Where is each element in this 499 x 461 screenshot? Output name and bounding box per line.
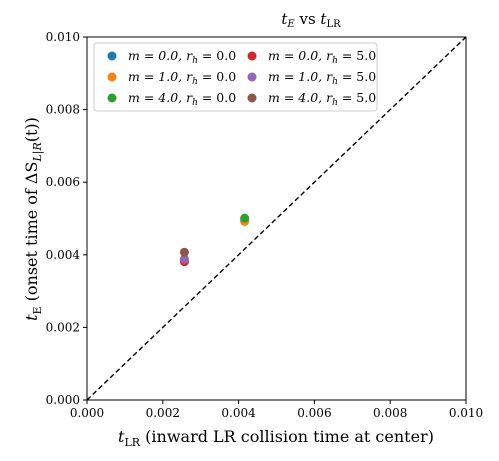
legend-marker-4: [247, 72, 257, 82]
y-tick-label-2: 0.004: [46, 248, 81, 262]
legend-label-1: m = 1.0, rh = 0.0: [128, 69, 236, 87]
legend-box: [93, 42, 378, 112]
data-point-4-0: [179, 254, 189, 264]
legend-label-2: m = 4.0, rh = 0.0: [128, 90, 236, 108]
x-tick-label-5: 0.010: [449, 406, 483, 420]
legend-marker-5: [247, 93, 257, 103]
legend-marker-2: [107, 93, 117, 103]
axes-frame: [86, 36, 467, 401]
legend-label-5: m = 4.0, rh = 5.0: [268, 90, 376, 108]
x-tick-label-1: 0.002: [146, 406, 180, 420]
x-tick-label-4: 0.008: [373, 406, 407, 420]
legend-marker-0: [107, 51, 117, 61]
legend-marker-3: [247, 51, 257, 61]
y-tick-label-3: 0.006: [46, 175, 80, 189]
legend-label-4: m = 1.0, rh = 5.0: [268, 69, 376, 87]
y-tick-label-1: 0.002: [46, 320, 80, 334]
legend-label-0: m = 0.0, rh = 0.0: [128, 48, 236, 66]
data-point-2-0: [240, 213, 250, 223]
y-tick-label-4: 0.008: [46, 103, 80, 117]
y-tick-label-5: 0.010: [46, 30, 80, 44]
x-tick-label-0: 0.000: [70, 406, 104, 420]
legend-label-3: m = 0.0, rh = 5.0: [268, 48, 376, 66]
x-axis-label: tLR (inward LR collision time at center): [118, 427, 434, 449]
x-tick-label-2: 0.004: [221, 406, 256, 420]
y-tick-label-0: 0.000: [46, 393, 80, 407]
data-point-5-0: [179, 247, 189, 257]
x-tick-label-3: 0.006: [297, 406, 331, 420]
chart-title: tE vs tLR: [281, 10, 341, 30]
plot-area: 0.000 0.002 0.004 0.006 0.008 0.010 0.000 0.002…: [46, 30, 484, 420]
legend-marker-1: [107, 72, 117, 82]
y-axis-label: tE (onset time of ΔSL|R(t)): [22, 117, 45, 321]
